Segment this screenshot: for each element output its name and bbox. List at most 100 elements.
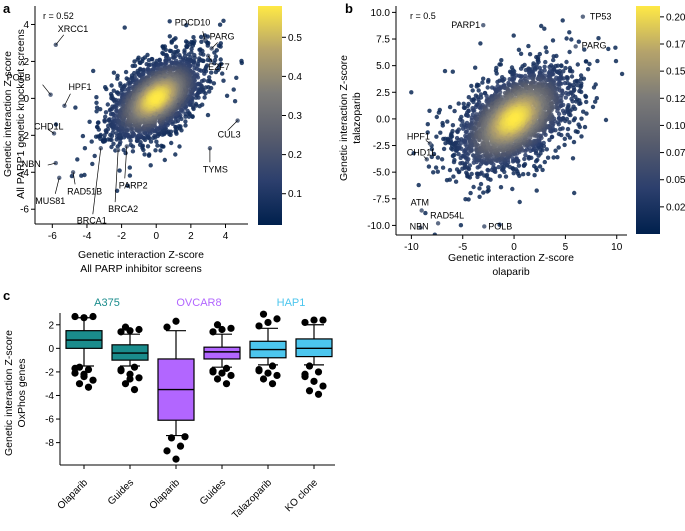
density-point — [585, 67, 591, 72]
density-point — [447, 104, 453, 110]
density-point — [102, 136, 107, 141]
density-point — [177, 144, 182, 149]
density-point — [434, 134, 439, 139]
density-point — [551, 54, 556, 59]
density-point — [596, 36, 601, 41]
density-point — [542, 68, 547, 73]
density-point — [452, 108, 457, 114]
panel-b-points — [409, 18, 625, 235]
colorbar-tick-label: 0.4 — [288, 72, 302, 83]
density-point — [456, 127, 461, 132]
density-point — [440, 165, 446, 170]
density-point — [107, 117, 112, 122]
density-point — [478, 41, 483, 46]
density-point — [576, 39, 581, 44]
density-point — [104, 86, 109, 92]
density-point — [494, 71, 499, 76]
density-point — [114, 105, 119, 110]
panel-a-label: a — [3, 1, 11, 16]
density-point — [603, 117, 609, 123]
density-point — [190, 43, 195, 48]
density-point — [82, 172, 87, 178]
density-point — [466, 108, 471, 114]
density-point — [221, 18, 226, 23]
density-point — [205, 57, 210, 63]
density-point — [538, 151, 543, 156]
density-point — [427, 108, 432, 114]
density-point — [185, 108, 190, 114]
density-point — [432, 232, 437, 235]
density-point — [154, 96, 159, 101]
density-point — [109, 144, 114, 150]
density-point — [82, 146, 88, 151]
density-point — [544, 49, 549, 55]
density-point — [575, 82, 580, 88]
density-point — [532, 173, 537, 178]
density-point — [572, 190, 577, 196]
density-point — [553, 148, 558, 153]
density-point — [89, 139, 94, 144]
density-point — [111, 141, 116, 146]
density-point — [122, 25, 127, 30]
density-point — [69, 173, 75, 179]
point-label-tyms: TYMS — [203, 164, 228, 174]
density-point — [205, 34, 210, 39]
density-point — [128, 142, 133, 148]
panel-a-xlabel-line1: Genetic interaction Z-score — [78, 249, 204, 261]
y-tick-label: -2 — [20, 131, 29, 142]
labeled-point — [98, 146, 104, 151]
density-point — [212, 61, 217, 66]
density-point — [173, 44, 179, 49]
panel-a-ylabel-line2: All PARP1 genetic knockout screens — [15, 29, 27, 199]
density-point — [447, 177, 452, 182]
density-point — [467, 163, 473, 168]
density-point — [542, 64, 547, 70]
density-point — [547, 64, 552, 70]
density-point — [122, 83, 128, 88]
density-point — [542, 26, 547, 31]
label-leader-line — [47, 129, 55, 134]
density-point — [192, 55, 197, 60]
density-point — [572, 79, 578, 84]
density-point — [211, 81, 217, 86]
point-label-parp2: PARP2 — [119, 180, 148, 190]
density-point — [155, 143, 160, 148]
density-point — [498, 185, 504, 190]
density-point — [486, 185, 491, 190]
density-point — [96, 127, 102, 132]
density-point — [497, 174, 502, 179]
density-point — [456, 152, 461, 157]
density-point — [569, 96, 574, 102]
density-point — [567, 49, 572, 55]
density-point — [130, 149, 136, 154]
density-point — [452, 152, 457, 157]
density-point — [212, 50, 217, 55]
density-point — [566, 103, 571, 108]
density-point — [183, 123, 188, 128]
panel-a-point-labels: XRCC1POLBHPF1CHD1LNBNMUS81RAD51BBRCA1BRC… — [7, 17, 241, 225]
density-point — [518, 51, 524, 56]
label-leader-line — [92, 148, 102, 215]
density-point — [450, 69, 455, 74]
density-point — [450, 128, 455, 134]
density-point — [199, 39, 204, 44]
density-point — [476, 88, 481, 93]
density-point — [91, 68, 96, 74]
density-point — [433, 165, 439, 170]
density-point — [173, 124, 178, 130]
density-point — [510, 156, 516, 162]
density-point — [578, 85, 583, 90]
y-tick-label: 4 — [23, 20, 29, 31]
colorbar-tick-label: 0.2 — [288, 150, 302, 161]
panel-a-scatter: XRCC1POLBHPF1CHD1LNBNMUS81RAD51BBRCA1BRC… — [7, 6, 248, 242]
label-leader-line — [72, 172, 76, 185]
density-point — [473, 65, 478, 70]
density-point — [98, 132, 103, 138]
density-point — [481, 190, 486, 195]
density-point — [526, 43, 531, 49]
density-point — [466, 95, 471, 100]
density-point — [207, 89, 212, 94]
density-point — [584, 99, 589, 105]
density-point — [431, 170, 436, 175]
